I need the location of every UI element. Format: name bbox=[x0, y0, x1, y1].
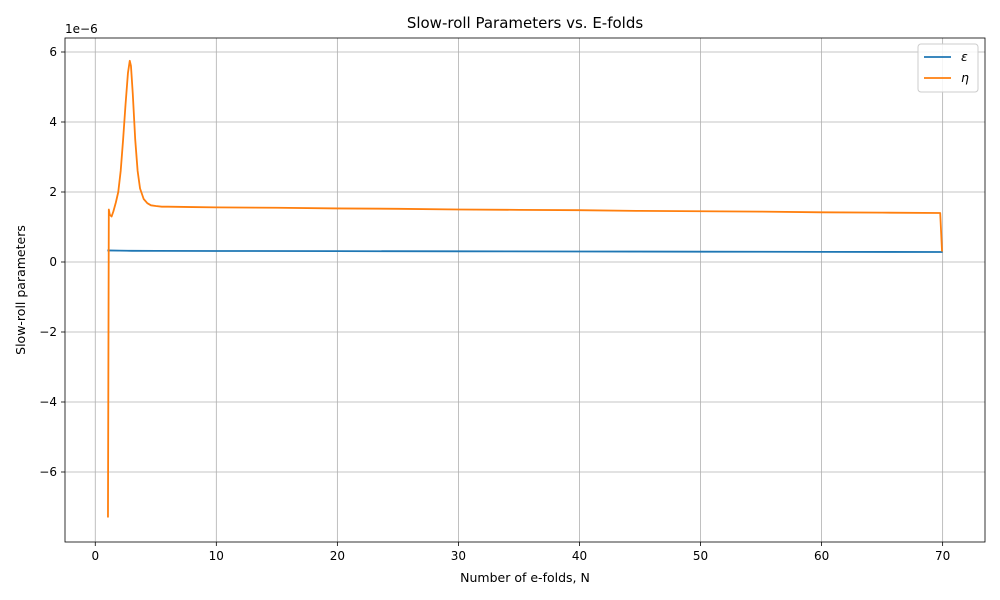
legend-box bbox=[917, 43, 979, 93]
y-tick-label: 4 bbox=[49, 115, 57, 129]
y-offset-text: 1e−6 bbox=[65, 22, 98, 36]
x-tick-label: 40 bbox=[572, 549, 587, 563]
y-tick-label: 0 bbox=[49, 255, 57, 269]
series-line-epsilon bbox=[107, 249, 943, 253]
x-tick-label: 60 bbox=[814, 549, 829, 563]
y-tick-label: −4 bbox=[39, 395, 57, 409]
x-tick-label: 10 bbox=[209, 549, 224, 563]
legend-label-eta: η bbox=[961, 70, 969, 85]
y-axis-label: Slow-roll parameters bbox=[13, 225, 28, 355]
y-tick-label: −2 bbox=[39, 325, 57, 339]
chart-title: Slow-roll Parameters vs. E-folds bbox=[407, 14, 644, 32]
legend-label-epsilon: ε bbox=[961, 49, 968, 64]
series-line-eta bbox=[107, 59, 943, 518]
grid-layer bbox=[65, 38, 985, 542]
x-tick-label: 30 bbox=[451, 549, 466, 563]
plot-frame bbox=[64, 37, 986, 543]
x-axis-label: Number of e-folds, N bbox=[460, 570, 590, 585]
series-layer bbox=[107, 59, 943, 518]
y-tick-label: −6 bbox=[39, 465, 57, 479]
y-tick-label: 6 bbox=[49, 45, 57, 59]
tick-layer: 0 10 20 30 40 50 60 70 −6 −4 −2 0 2 4 6 bbox=[39, 45, 950, 563]
x-tick-label: 20 bbox=[330, 549, 345, 563]
x-tick-label: 50 bbox=[693, 549, 708, 563]
legend: ε η bbox=[917, 43, 979, 93]
x-tick-label: 70 bbox=[935, 549, 950, 563]
x-tick-label: 0 bbox=[91, 549, 99, 563]
y-tick-label: 2 bbox=[49, 185, 57, 199]
